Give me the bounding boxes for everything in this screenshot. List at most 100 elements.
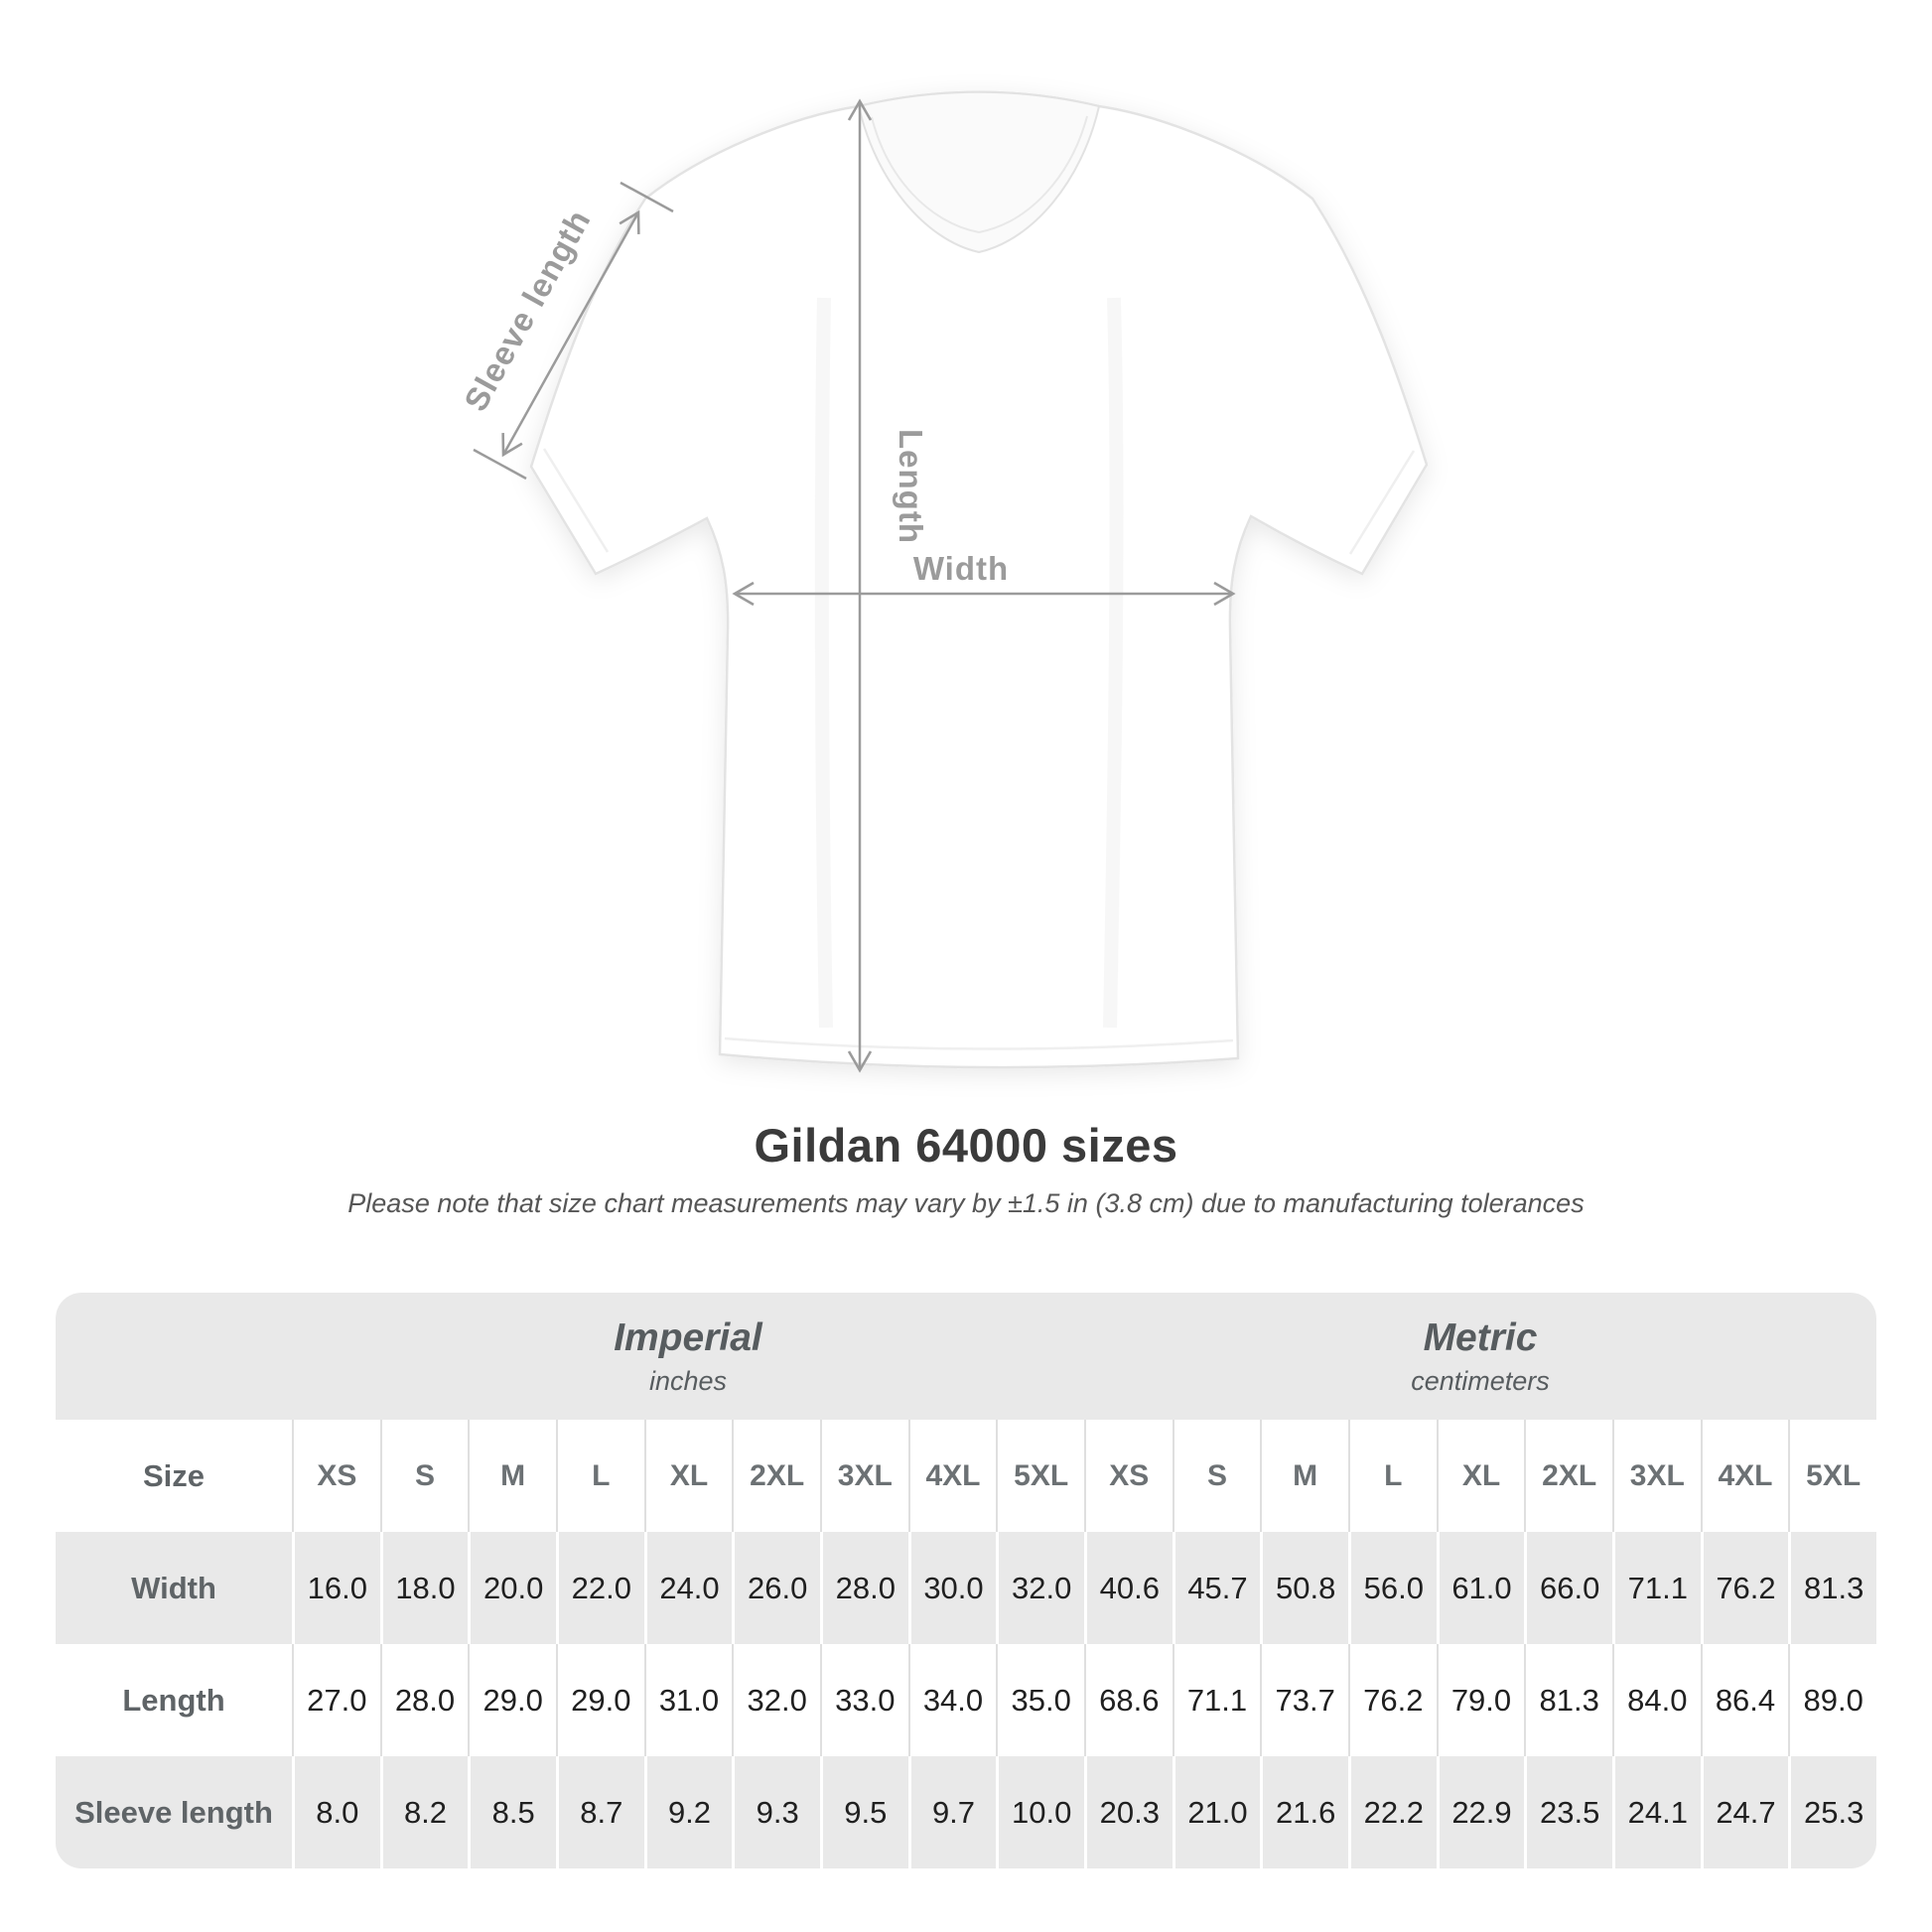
table-cell: 32.0	[732, 1644, 820, 1756]
table-cell: 56.0	[1347, 1532, 1437, 1644]
table-cell: 29.0	[555, 1644, 644, 1756]
length-label: Length	[893, 429, 929, 544]
table-cell: 25.3	[1788, 1756, 1876, 1868]
sleeve-length-arrow	[501, 209, 640, 458]
table-cell: 81.3	[1524, 1644, 1612, 1756]
table-cell: 24.1	[1611, 1756, 1701, 1868]
size-col-header: 5XL	[996, 1420, 1084, 1532]
band-corner-spacer	[56, 1293, 292, 1420]
table-cell: 71.1	[1172, 1644, 1261, 1756]
table-cell: 18.0	[379, 1532, 469, 1644]
table-cell: 66.0	[1524, 1532, 1612, 1644]
table-cell: 21.6	[1260, 1756, 1348, 1868]
size-col-header: L	[555, 1420, 644, 1532]
table-cell: 8.2	[379, 1756, 469, 1868]
table-cell: 21.0	[1172, 1756, 1261, 1868]
table-cell: 71.1	[1611, 1532, 1701, 1644]
sleeve-length-row: Sleeve length 8.0 8.2 8.5 8.7 9.2 9.3 9.…	[56, 1756, 1876, 1868]
table-cell: 40.6	[1083, 1532, 1173, 1644]
table-cell: 27.0	[292, 1644, 380, 1756]
table-cell: 31.0	[643, 1644, 733, 1756]
table-cell: 8.0	[292, 1756, 380, 1868]
table-cell: 86.4	[1700, 1644, 1789, 1756]
sleeve-arrow-end-tick	[620, 181, 674, 213]
table-cell: 24.0	[643, 1532, 733, 1644]
table-cell: 32.0	[996, 1532, 1084, 1644]
collar	[857, 90, 1101, 254]
heading: Gildan 64000 sizes Please note that size…	[0, 1118, 1932, 1219]
row-label: Length	[122, 1682, 225, 1718]
size-col-header: 4XL	[1700, 1420, 1789, 1532]
size-col-header: 2XL	[732, 1420, 820, 1532]
length-row: Length 27.0 28.0 29.0 29.0 31.0 32.0 33.…	[56, 1644, 1876, 1756]
width-label: Width	[913, 550, 1009, 587]
row-label: Sleeve length	[74, 1794, 273, 1830]
table-cell: 9.2	[643, 1756, 733, 1868]
table-cell: 76.2	[1700, 1532, 1789, 1644]
width-row: Width 16.0 18.0 20.0 22.0 24.0 26.0 28.0…	[56, 1532, 1876, 1644]
size-col-header: S	[1172, 1420, 1261, 1532]
table-cell: 81.3	[1788, 1532, 1876, 1644]
size-col-header: 5XL	[1788, 1420, 1876, 1532]
table-cell: 10.0	[996, 1756, 1084, 1868]
table-cell: 9.5	[819, 1756, 908, 1868]
table-cell: 73.7	[1260, 1644, 1348, 1756]
tshirt-measurement-diagram: Sleeve length Length Width	[457, 90, 1429, 1073]
table-cell: 24.7	[1700, 1756, 1789, 1868]
imperial-unit: inches	[648, 1365, 728, 1396]
size-col-header: M	[468, 1420, 556, 1532]
table-cell: 50.8	[1260, 1532, 1348, 1644]
table-cell: 22.2	[1347, 1756, 1437, 1868]
table-cell: 79.0	[1436, 1644, 1525, 1756]
size-col-header: 4XL	[907, 1420, 997, 1532]
size-col-header: XL	[1436, 1420, 1525, 1532]
imperial-title: Imperial	[614, 1315, 762, 1359]
table-cell: 20.3	[1083, 1756, 1173, 1868]
size-col-header: M	[1260, 1420, 1348, 1532]
table-cell: 29.0	[468, 1644, 556, 1756]
metric-group-header: Metric centimeters	[1084, 1293, 1876, 1420]
table-cell: 68.6	[1083, 1644, 1173, 1756]
size-col-header: 3XL	[819, 1420, 908, 1532]
row-label: Width	[131, 1570, 216, 1605]
size-col-header: XS	[292, 1420, 380, 1532]
table-cell: 8.7	[555, 1756, 644, 1868]
table-cell: 35.0	[996, 1644, 1084, 1756]
table-cell: 22.9	[1436, 1756, 1525, 1868]
table-cell: 28.0	[379, 1644, 469, 1756]
table-cell: 45.7	[1172, 1532, 1261, 1644]
page-title: Gildan 64000 sizes	[754, 1119, 1178, 1172]
metric-unit: centimeters	[1411, 1365, 1550, 1396]
table-cell: 34.0	[907, 1644, 997, 1756]
table-cell: 89.0	[1788, 1644, 1876, 1756]
tshirt-illustration	[529, 90, 1429, 1069]
table-cell: 22.0	[555, 1532, 644, 1644]
table-cell: 9.7	[907, 1756, 997, 1868]
table-cell: 16.0	[292, 1532, 380, 1644]
size-col-header: XS	[1083, 1420, 1173, 1532]
size-col-header: 2XL	[1524, 1420, 1612, 1532]
size-col-header: S	[379, 1420, 469, 1532]
size-header-row: Size XS S M L XL 2XL 3XL 4XL 5XL XS S M …	[56, 1420, 1876, 1532]
table-cell: 23.5	[1524, 1756, 1612, 1868]
imperial-group-header: Imperial inches	[292, 1293, 1084, 1420]
table-cell: 9.3	[732, 1756, 820, 1868]
size-col-header: XL	[643, 1420, 733, 1532]
table-cell: 33.0	[819, 1644, 908, 1756]
size-col-header: L	[1347, 1420, 1437, 1532]
table-cell: 20.0	[468, 1532, 556, 1644]
table-cell: 61.0	[1436, 1532, 1525, 1644]
table-header-band: Imperial inches Metric centimeters	[56, 1293, 1876, 1420]
table-cell: 26.0	[732, 1532, 820, 1644]
table-cell: 30.0	[907, 1532, 997, 1644]
table-cell: 8.5	[468, 1756, 556, 1868]
corner-label: Size	[142, 1457, 206, 1493]
size-table: Imperial inches Metric centimeters Size …	[56, 1293, 1876, 1868]
sleeve-arrow-start-tick	[473, 448, 527, 481]
table-cell: 28.0	[819, 1532, 908, 1644]
table-cell: 76.2	[1347, 1644, 1437, 1756]
tolerance-note: Please note that size chart measurements…	[347, 1188, 1585, 1218]
metric-title: Metric	[1423, 1315, 1538, 1359]
table-cell: 84.0	[1611, 1644, 1701, 1756]
